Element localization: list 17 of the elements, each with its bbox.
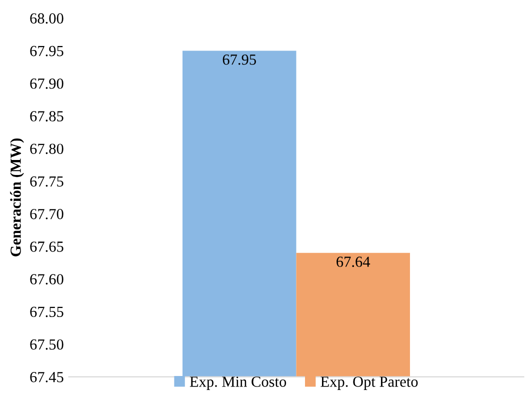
y-tick-label: 67.70: [30, 208, 64, 220]
data-label: 67.64: [336, 256, 370, 267]
y-tick-label: 67.45: [30, 372, 64, 382]
y-tick-label: 67.50: [30, 339, 64, 350]
y-tick-label: 68.00: [30, 13, 64, 24]
y-tick-label: 67.75: [30, 176, 64, 187]
y-tick-label: 67.65: [30, 242, 64, 252]
data-label: 67.95: [222, 54, 256, 65]
y-tick-label: 67.90: [30, 78, 64, 89]
legend-label: Exp. Min Costo: [190, 376, 286, 390]
y-axis-title: Generación (MW): [10, 138, 24, 256]
y-tick-label: 67.80: [30, 144, 64, 154]
y-tick-label: 67.95: [30, 46, 64, 56]
legend-label: Exp. Opt Pareto: [320, 376, 418, 390]
y-tick-label: 67.60: [30, 274, 64, 285]
y-tick-label: 67.85: [30, 111, 64, 122]
y-tick-label: 67.55: [30, 306, 64, 318]
